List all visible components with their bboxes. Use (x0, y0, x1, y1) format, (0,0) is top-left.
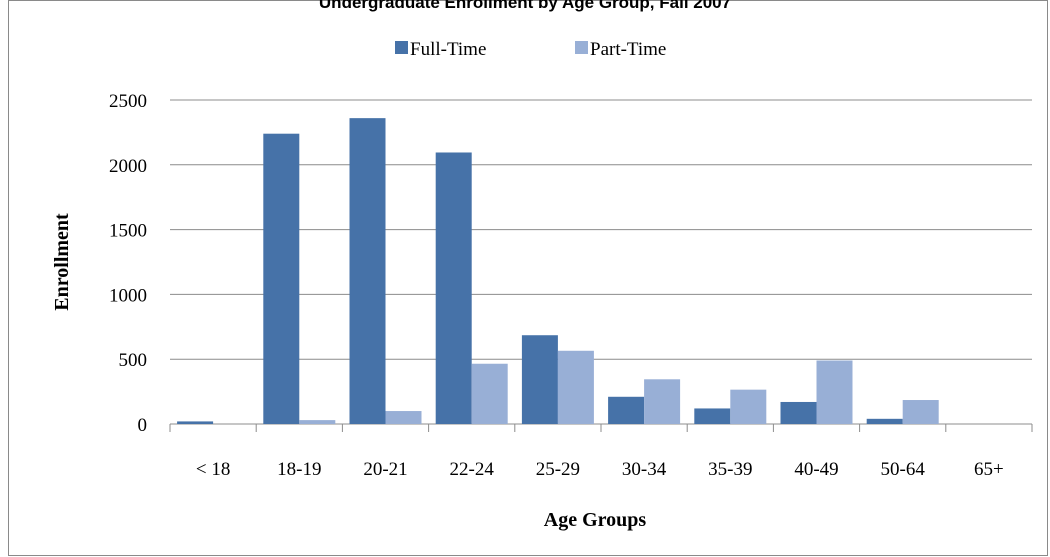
x-axis-ticks: < 18 18-19 20-21 22-24 25-29 30-34 35-39 40-49 5… (196, 459, 1004, 480)
bar-part-time (557, 350, 594, 424)
y-axis-title: Enrollment (51, 213, 73, 311)
x-tick-label: 22-24 (450, 459, 495, 480)
bar-full-time (521, 335, 558, 424)
x-tick-label: 35-39 (708, 459, 752, 480)
bar-full-time (866, 418, 903, 424)
chart-title: Undergraduate Enrollment by Age Group, F… (318, 0, 732, 12)
legend-swatch (395, 41, 408, 54)
bar-part-time (299, 420, 336, 424)
bar-part-time (902, 400, 939, 424)
bar-full-time (780, 401, 817, 424)
chart-frame (8, 0, 1048, 556)
bars (177, 118, 939, 425)
bar-part-time (816, 360, 853, 424)
y-tick-label: 0 (138, 415, 148, 436)
y-tick-label: 2000 (109, 156, 147, 177)
legend-swatch (575, 41, 588, 54)
x-tick-label: < 18 (196, 459, 230, 480)
x-tick-label: 65+ (974, 459, 1004, 480)
bar-part-time (385, 411, 422, 424)
legend-label: Part-Time (590, 39, 666, 60)
bar-part-time (730, 389, 767, 424)
y-tick-label: 500 (119, 350, 148, 371)
x-tick-label: 30-34 (622, 459, 667, 480)
x-tick-label: 18-19 (277, 459, 321, 480)
legend-label: Full-Time (410, 39, 486, 60)
y-tick-label: 1000 (109, 285, 147, 306)
y-axis-ticks: 0 500 1000 1500 2000 2500 (109, 91, 147, 436)
x-tick-label: 20-21 (363, 459, 407, 480)
x-tick-label: 50-64 (881, 459, 926, 480)
bar-full-time (608, 396, 645, 424)
bar-part-time (471, 363, 508, 424)
legend: Full-Time Part-Time (395, 39, 666, 60)
y-tick-label: 2500 (109, 91, 147, 112)
bar-full-time (435, 152, 472, 424)
bar-full-time (177, 421, 214, 424)
x-axis-title: Age Groups (544, 509, 647, 531)
bar-full-time (349, 118, 386, 425)
x-tick-label: 40-49 (794, 459, 838, 480)
y-tick-label: 1500 (109, 221, 147, 242)
x-tick-label: 25-29 (536, 459, 580, 480)
bar-full-time (263, 133, 300, 425)
bar-part-time (644, 379, 681, 424)
bar-full-time (694, 408, 731, 424)
